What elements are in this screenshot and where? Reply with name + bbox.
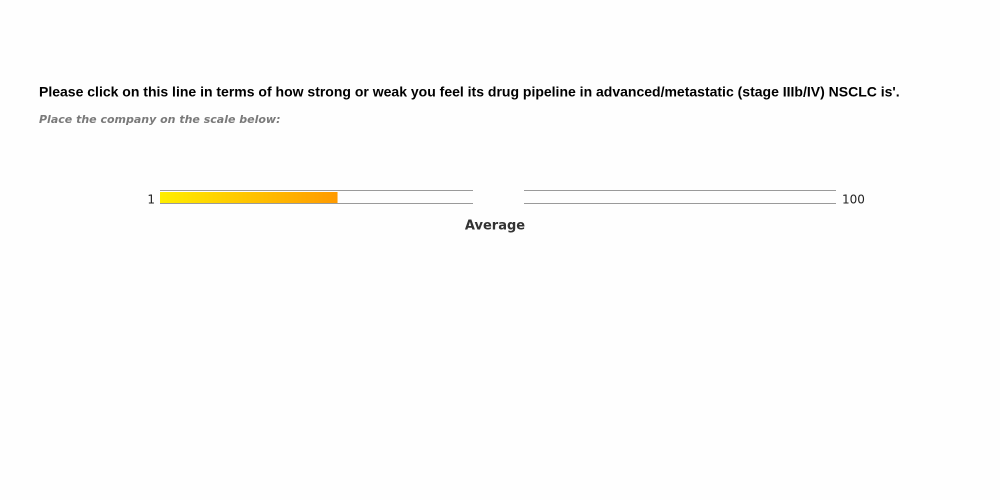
scale-track[interactable]: [160, 186, 836, 208]
slider-fill: [160, 192, 338, 203]
scale-min-label: 1: [147, 193, 155, 207]
scale-max-label: 100: [842, 193, 865, 207]
instruction: Place the company on the scale below:: [39, 113, 280, 126]
question: Please click on this line in terms of ho…: [39, 84, 900, 100]
midpoint-label: Average: [465, 219, 525, 234]
